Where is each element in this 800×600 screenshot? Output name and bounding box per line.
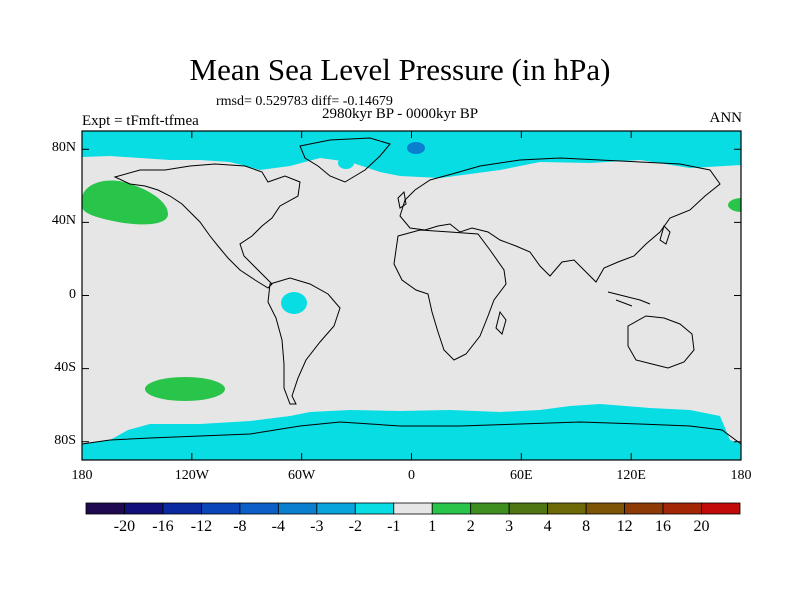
colorbar-label: -3 (310, 518, 324, 535)
rmsd-diff-stats: rmsd= 0.529783 diff= -0.14679 (216, 94, 393, 109)
colorbar-label: 1 (428, 518, 437, 535)
south-america-coast (267, 277, 341, 405)
colorbar-swatch (239, 502, 279, 515)
axis-ticks (81, 131, 742, 460)
colorbar-label: -1 (387, 518, 401, 535)
colorbar-label: -2 (348, 518, 362, 535)
antarctica-coast (82, 421, 741, 445)
coastlines (82, 137, 741, 445)
lon-label: 180 (71, 468, 93, 483)
colorbar-label: -12 (190, 518, 213, 535)
colorbar-label: -20 (113, 518, 136, 535)
iceland-cyan-spot (338, 157, 354, 169)
colorbar-swatch (201, 502, 241, 515)
colorbar-swatch (470, 502, 510, 515)
eurasia-coast (399, 157, 721, 283)
colorbar-label: 20 (693, 518, 710, 535)
colorbar-label: -16 (152, 518, 174, 535)
lon-label: 120W (174, 468, 209, 483)
colorbar-label: -4 (271, 518, 285, 535)
madagascar-coast (495, 310, 507, 335)
colorbar-label: 8 (582, 518, 591, 535)
field-background (82, 131, 741, 460)
colorbar-swatch (662, 502, 702, 515)
page-title: Mean Sea Level Pressure (in hPa) (189, 52, 611, 87)
colorbar-swatch (701, 502, 741, 515)
lon-label: 180 (730, 468, 752, 483)
colorbar-swatch (354, 502, 395, 515)
time-period: 2980kyr BP - 0000kyr BP (322, 106, 479, 122)
colorbar-swatch (508, 502, 549, 515)
experiment-label: Expt = tFmft-tfmea (82, 113, 199, 129)
lat-label: 40N (51, 213, 76, 229)
colorbar-label: 4 (543, 518, 552, 535)
colorbar-swatch (124, 502, 164, 515)
lat-label: 0 (69, 286, 76, 302)
colorbar (85, 502, 741, 515)
colorbar-label: 3 (505, 518, 514, 535)
lon-label: 60W (288, 468, 316, 483)
greenland-coast (299, 137, 391, 183)
lat-label: 80S (54, 432, 76, 448)
amazon-cyan (281, 292, 307, 314)
north-america-coast (113, 163, 301, 289)
colorbar-label: 16 (655, 518, 672, 535)
north-pacific-green-east (728, 198, 741, 212)
map-area (82, 131, 741, 460)
antarctic-cyan-band (82, 404, 741, 460)
lon-label: 60E (510, 468, 533, 483)
colorbar-label: -8 (233, 518, 247, 535)
colorbar-label: 2 (466, 518, 475, 535)
uk-coast (397, 190, 407, 209)
colorbar-swatch (624, 502, 664, 515)
colorbar-swatch (547, 502, 587, 515)
colorbar-swatch (431, 502, 472, 515)
colorbar-swatch (316, 502, 356, 515)
colorbar-swatch (85, 502, 125, 515)
colorbar-swatch (162, 502, 202, 515)
indonesia-coast (607, 291, 651, 307)
lon-label: 120E (616, 468, 646, 483)
greenland-sea-blue (407, 142, 425, 154)
south-pacific-green (145, 377, 225, 401)
north-pacific-green (82, 180, 168, 225)
colorbar-swatch (277, 502, 318, 515)
colorbar-swatch (585, 502, 625, 515)
lat-label: 80N (51, 140, 76, 156)
colorbar-label: 12 (616, 518, 633, 535)
colorbar-swatch (393, 502, 433, 515)
lat-label: 40S (54, 359, 76, 375)
australia-coast (627, 315, 695, 369)
japan-coast (659, 225, 671, 245)
lon-label: 0 (408, 468, 415, 483)
season-label: ANN (709, 110, 743, 126)
africa-coast (393, 229, 507, 361)
